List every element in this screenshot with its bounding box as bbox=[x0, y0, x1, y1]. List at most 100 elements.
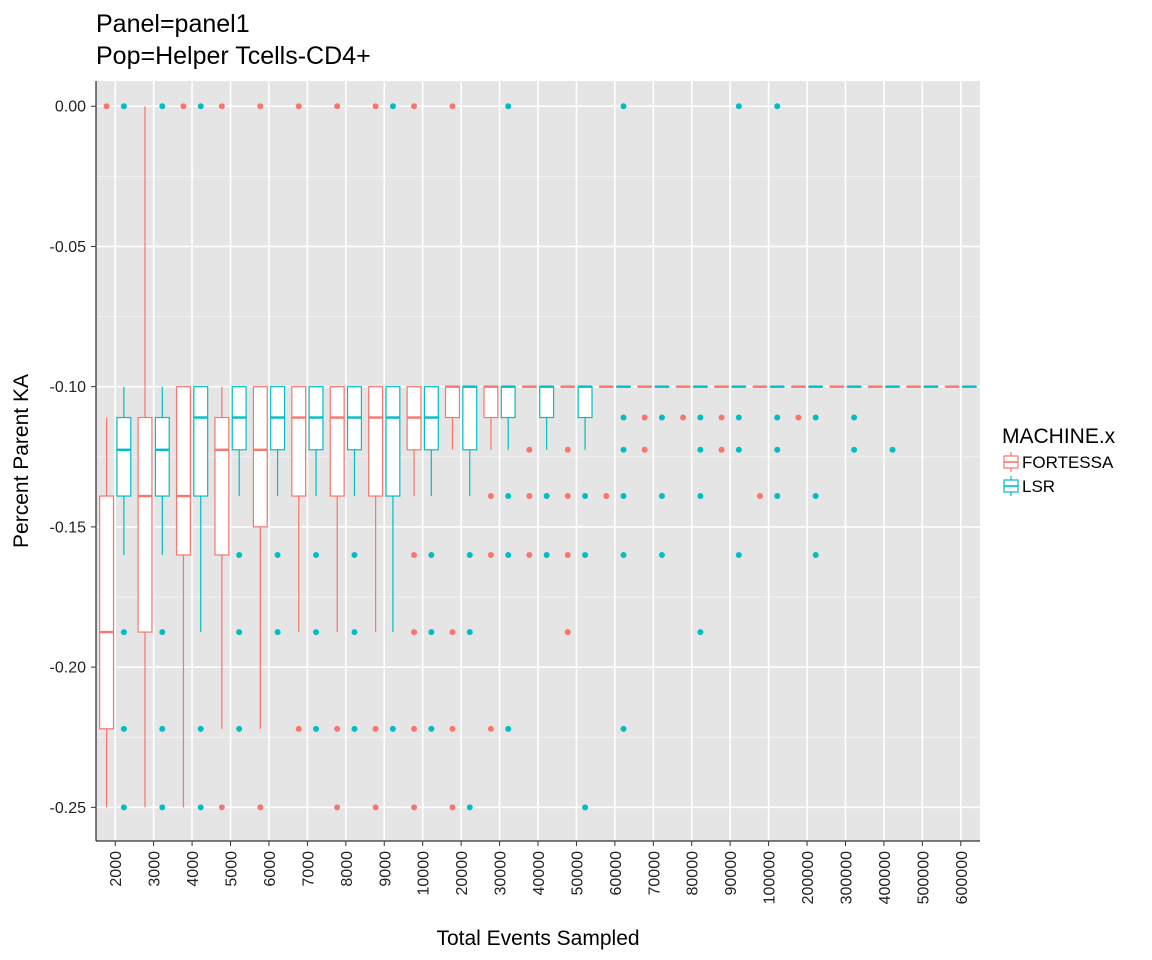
outlier-point bbox=[257, 103, 264, 110]
x-tick-label: 5000 bbox=[224, 851, 241, 887]
outlier-point bbox=[505, 725, 512, 732]
box-lsr-90000 bbox=[731, 103, 747, 558]
box-body bbox=[539, 386, 555, 419]
outlier-point bbox=[428, 725, 435, 732]
box-lsr-80000 bbox=[692, 385, 708, 636]
outlier-point bbox=[582, 804, 589, 811]
x-tick-label: 3000 bbox=[147, 851, 164, 887]
outlier-point bbox=[505, 493, 512, 500]
box-lsr-3000 bbox=[154, 103, 170, 811]
outlier-point bbox=[620, 725, 627, 732]
box-body bbox=[483, 386, 499, 419]
outlier-point bbox=[449, 103, 456, 110]
x-tick-label: 4000 bbox=[185, 851, 202, 887]
outlier-point bbox=[218, 804, 225, 811]
outlier-point bbox=[372, 725, 379, 732]
outlier-point bbox=[449, 804, 456, 811]
box-fortessa-60000 bbox=[598, 385, 614, 500]
outlier-point bbox=[658, 493, 665, 500]
outlier-point bbox=[680, 414, 687, 421]
outlier-point bbox=[180, 103, 187, 110]
outlier-point bbox=[313, 629, 320, 636]
outlier-point bbox=[543, 493, 550, 500]
outlier-point bbox=[236, 725, 243, 732]
outlier-point bbox=[487, 493, 494, 500]
outlier-point bbox=[658, 414, 665, 421]
outlier-point bbox=[582, 493, 589, 500]
x-tick-label: 60000 bbox=[608, 851, 625, 896]
outlier-point bbox=[313, 551, 320, 558]
x-axis-ticks: 2000 3000 4000 5000 6000 7000 8000 9000 10000 200… bbox=[108, 841, 971, 904]
box-lsr-2000 bbox=[116, 103, 132, 811]
y-tick-label: 0.00 bbox=[55, 99, 86, 116]
box-fortessa-9000 bbox=[368, 103, 384, 811]
box-lsr-50000 bbox=[577, 385, 593, 811]
legend: MACHINE.x FORTESSA LSR bbox=[1002, 425, 1116, 496]
box-fortessa-7000 bbox=[291, 103, 307, 732]
box-body bbox=[291, 386, 307, 497]
outlier-point bbox=[697, 493, 704, 500]
outlier-point bbox=[795, 414, 802, 421]
outlier-point bbox=[197, 804, 204, 811]
outlier-point bbox=[449, 725, 456, 732]
outlier-point bbox=[697, 629, 704, 636]
outlier-point bbox=[812, 551, 819, 558]
box-body bbox=[154, 416, 170, 497]
outlier-point bbox=[718, 414, 725, 421]
outlier-point bbox=[159, 804, 166, 811]
outlier-point bbox=[103, 103, 110, 110]
outlier-point bbox=[851, 414, 858, 421]
outlier-point bbox=[411, 629, 418, 636]
box-lsr-9000 bbox=[385, 103, 401, 732]
outlier-point bbox=[411, 804, 418, 811]
box-lsr-200000 bbox=[808, 385, 824, 558]
outlier-point bbox=[351, 725, 358, 732]
outlier-point bbox=[564, 551, 571, 558]
chart-title: Panel=panel1 bbox=[96, 10, 250, 38]
box-lsr-7000 bbox=[308, 386, 324, 732]
box-fortessa-80000 bbox=[675, 385, 691, 421]
outlier-point bbox=[236, 551, 243, 558]
outlier-point bbox=[313, 725, 320, 732]
x-tick-label: 600000 bbox=[954, 851, 971, 904]
box-fortessa-10000 bbox=[406, 103, 422, 811]
box-fortessa-200000 bbox=[790, 385, 806, 421]
legend-entry-fortessa: FORTESSA bbox=[1003, 452, 1114, 472]
box-body bbox=[500, 386, 516, 419]
outlier-point bbox=[159, 725, 166, 732]
outlier-point bbox=[774, 493, 781, 500]
x-tick-label: 100000 bbox=[762, 851, 779, 904]
outlier-point bbox=[120, 804, 127, 811]
outlier-point bbox=[851, 446, 858, 453]
x-tick-label: 90000 bbox=[723, 851, 740, 896]
outlier-point bbox=[295, 103, 302, 110]
outlier-point bbox=[603, 493, 610, 500]
outlier-point bbox=[620, 551, 627, 558]
outlier-point bbox=[274, 629, 281, 636]
outlier-point bbox=[487, 725, 494, 732]
box-lsr-100000 bbox=[769, 103, 785, 500]
outlier-point bbox=[543, 551, 550, 558]
outlier-point bbox=[120, 103, 127, 110]
legend-label: FORTESSA bbox=[1022, 453, 1114, 472]
box-lsr-70000 bbox=[654, 385, 670, 558]
box-fortessa-2000 bbox=[99, 103, 115, 808]
x-tick-label: 10000 bbox=[416, 851, 433, 896]
box-body bbox=[329, 386, 345, 497]
outlier-point bbox=[197, 725, 204, 732]
y-tick-label: -0.25 bbox=[50, 800, 87, 817]
box-body bbox=[444, 386, 461, 419]
outlier-point bbox=[697, 446, 704, 453]
outlier-point bbox=[526, 446, 533, 453]
outlier-point bbox=[812, 493, 819, 500]
x-tick-label: 50000 bbox=[569, 851, 586, 896]
outlier-point bbox=[641, 446, 648, 453]
box-body bbox=[193, 386, 209, 497]
box-body bbox=[99, 495, 115, 730]
outlier-point bbox=[735, 414, 742, 421]
y-tick-label: -0.10 bbox=[50, 379, 87, 396]
box-fortessa-8000 bbox=[329, 103, 345, 811]
y-axis-ticks: 0.00 -0.05 -0.10 -0.15 -0.20 -0.25 bbox=[50, 99, 96, 817]
box-lsr-5000 bbox=[231, 386, 247, 732]
